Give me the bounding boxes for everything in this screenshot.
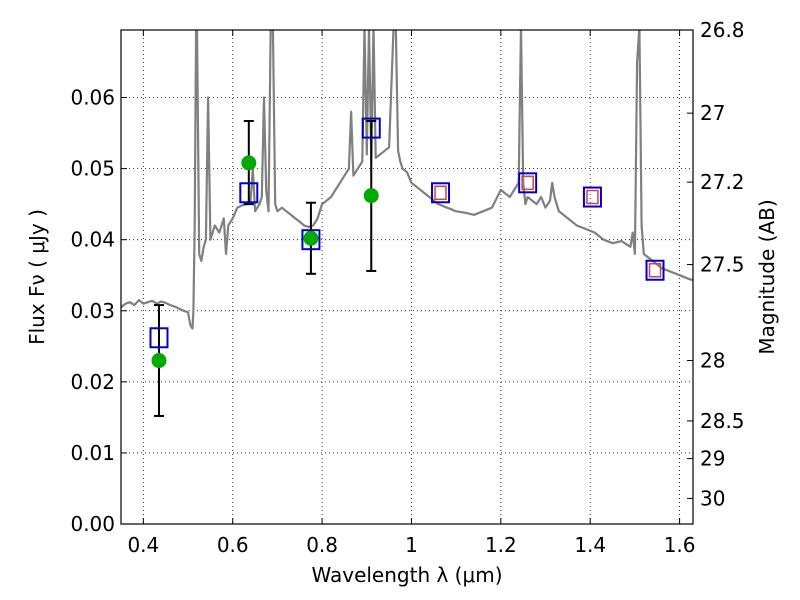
y2-tick-label: 27.5 (700, 253, 745, 277)
grid-lines (121, 30, 693, 524)
observed-point (241, 155, 257, 171)
observed-point (151, 353, 167, 369)
plot-frame (120, 29, 694, 525)
model-spectrum-line (121, 30, 693, 330)
synthetic-box (149, 327, 169, 349)
y-axis-label: Flux Fν ( μJy ) (25, 209, 49, 345)
y2-axis-ticks: 26.8 27 27.2 27.5 28 28.5 29 30 (687, 18, 745, 510)
synthetic-box (645, 259, 665, 281)
synthetic-flux-boxes (149, 117, 665, 349)
synthetic-box (361, 117, 381, 139)
y-tick-label: 0.04 (70, 228, 115, 252)
synthetic-box (431, 182, 451, 204)
y2-tick-label: 28 (700, 349, 725, 373)
y2-tick-label: 27 (700, 101, 725, 125)
y-tick-label: 0.01 (70, 441, 115, 465)
x-tick-label: 1.2 (485, 533, 517, 557)
y-tick-label: 0.05 (70, 157, 115, 181)
y2-axis-label: Magnitude (AB) (755, 199, 779, 354)
y-tick-label: 0.00 (70, 512, 115, 536)
inner-box (521, 175, 534, 191)
x-tick-label: 1 (405, 533, 418, 557)
synthetic-box (239, 182, 259, 204)
y2-tick-label: 29 (700, 447, 725, 471)
synthetic-box (518, 172, 538, 194)
x-tick-label: 0.6 (217, 533, 249, 557)
y-tick-label: 0.03 (70, 299, 115, 323)
synthetic-box (301, 229, 321, 251)
x-axis-ticks: 0.4 0.6 0.8 1 1.2 1.4 1.6 (127, 30, 696, 557)
model-spectrum (121, 30, 693, 330)
inner-box (434, 185, 447, 201)
y-tick-label: 0.02 (70, 370, 115, 394)
observed-point (363, 188, 379, 204)
y2-tick-label: 28.5 (700, 409, 745, 433)
inner-box (648, 262, 662, 278)
x-tick-label: 0.4 (127, 533, 159, 557)
y2-tick-label: 26.8 (700, 18, 745, 42)
x-tick-label: 0.8 (306, 533, 338, 557)
y2-tick-label: 30 (700, 486, 725, 510)
y-tick-label: 0.06 (70, 86, 115, 110)
x-tick-label: 1.6 (664, 533, 696, 557)
y2-tick-label: 27.2 (700, 170, 745, 194)
y-axis-ticks: 0.00 0.01 0.02 0.03 0.04 0.05 0.06 (70, 86, 127, 536)
synthetic-box (582, 186, 602, 208)
inner-flux-boxes (434, 175, 662, 278)
inner-box (586, 189, 599, 205)
x-axis-label: Wavelength λ (μm) (311, 563, 502, 587)
observed-point (303, 230, 319, 246)
x-tick-label: 1.4 (574, 533, 606, 557)
observed-flux-points (151, 155, 379, 369)
